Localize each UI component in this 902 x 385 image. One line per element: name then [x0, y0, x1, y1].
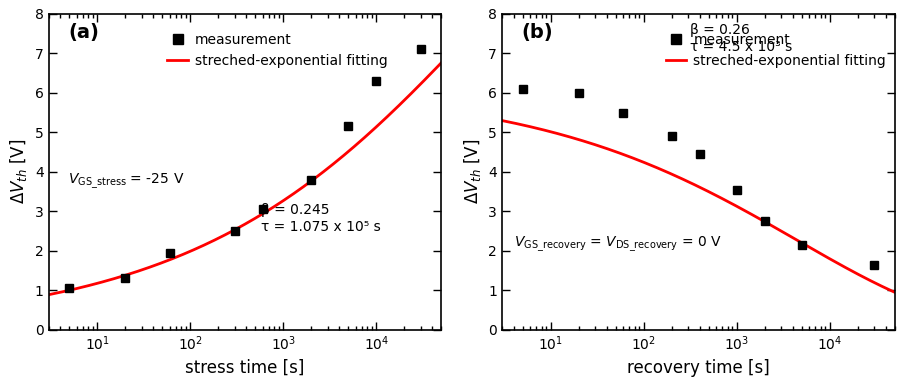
Text: $\it{V}$$_{\mathregular{GS\_recovery}}$ = $\it{V}$$_{\mathregular{DS\_recovery}}: $\it{V}$$_{\mathregular{GS\_recovery}}$ … [513, 235, 721, 254]
Y-axis label: $\Delta V_{th}$ [V]: $\Delta V_{th}$ [V] [8, 139, 29, 204]
Text: β = 0.245
τ = 1.075 x 10⁵ s: β = 0.245 τ = 1.075 x 10⁵ s [261, 203, 380, 234]
Text: β = 0.26
τ = 4.5 x 10³ s: β = 0.26 τ = 4.5 x 10³ s [690, 23, 792, 54]
Legend: measurement, streched-exponential fitting: measurement, streched-exponential fittin… [161, 27, 392, 73]
Text: (a): (a) [69, 23, 99, 42]
Text: $\it{V}$$_{\mathregular{GS\_stress}}$ = -25 V: $\it{V}$$_{\mathregular{GS\_stress}}$ = … [69, 172, 185, 191]
Y-axis label: $\Delta V_{th}$ [V]: $\Delta V_{th}$ [V] [461, 139, 482, 204]
Text: (b): (b) [521, 23, 553, 42]
Legend: measurement, streched-exponential fitting: measurement, streched-exponential fittin… [659, 27, 890, 73]
X-axis label: stress time [s]: stress time [s] [185, 359, 304, 377]
X-axis label: recovery time [s]: recovery time [s] [626, 359, 769, 377]
